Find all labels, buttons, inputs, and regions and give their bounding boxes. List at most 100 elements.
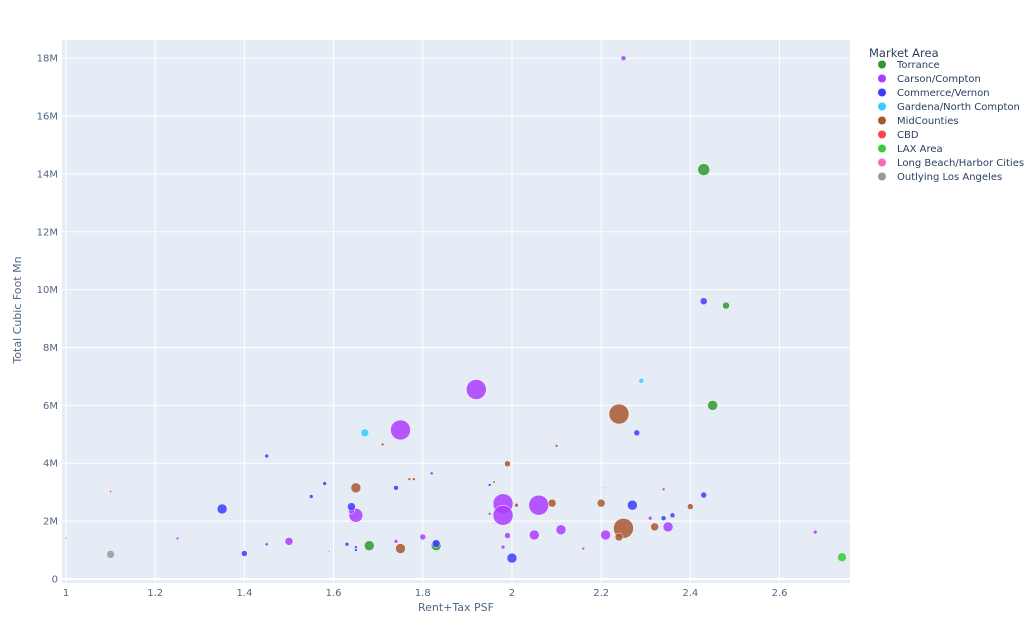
data-point[interactable] xyxy=(504,460,511,468)
data-point[interactable] xyxy=(241,550,248,557)
data-point[interactable] xyxy=(697,163,710,176)
legend-marker-icon xyxy=(878,116,886,125)
data-point[interactable] xyxy=(407,477,412,481)
data-point[interactable] xyxy=(700,491,707,499)
data-point[interactable] xyxy=(620,55,627,61)
data-point[interactable] xyxy=(284,537,294,546)
data-point[interactable] xyxy=(492,480,496,484)
x-tick-label: 2.6 xyxy=(772,588,788,599)
legend-label: Outlying Los Angeles xyxy=(897,172,1002,183)
y-tick-label: 16M xyxy=(37,112,58,123)
data-point[interactable] xyxy=(344,541,350,547)
data-point[interactable] xyxy=(264,453,269,459)
data-point[interactable] xyxy=(633,429,641,437)
data-point[interactable] xyxy=(364,540,375,551)
data-point[interactable] xyxy=(554,444,559,448)
data-point[interactable] xyxy=(669,512,676,519)
data-point[interactable] xyxy=(547,498,557,508)
data-point[interactable] xyxy=(360,428,370,438)
x-axis-title: Rent+Tax PSF xyxy=(418,601,494,614)
data-point[interactable] xyxy=(380,442,385,447)
x-tick-label: 1 xyxy=(63,588,69,599)
data-point[interactable] xyxy=(514,502,519,508)
legend-item[interactable]: Outlying Los Angeles xyxy=(878,172,1002,183)
data-point[interactable] xyxy=(650,522,659,532)
legend-item[interactable]: CBD xyxy=(878,130,919,141)
data-point[interactable] xyxy=(555,524,567,536)
legend-item[interactable]: Commerce/Vernon xyxy=(878,88,990,99)
data-point[interactable] xyxy=(492,505,514,526)
legend-label: Commerce/Vernon xyxy=(897,88,990,99)
legend-item[interactable]: Long Beach/Harbor Cities xyxy=(878,158,1024,169)
y-tick-label: 12M xyxy=(37,227,58,238)
plot-area[interactable] xyxy=(62,40,850,583)
data-point[interactable] xyxy=(216,503,228,515)
data-point[interactable] xyxy=(429,471,434,476)
data-point[interactable] xyxy=(837,552,847,563)
legend-label: CBD xyxy=(897,130,919,141)
data-point[interactable] xyxy=(309,494,314,499)
data-point[interactable] xyxy=(431,539,441,548)
data-point[interactable] xyxy=(106,550,115,559)
series-long-beach-harbor-cities xyxy=(327,550,331,553)
data-point[interactable] xyxy=(264,542,269,546)
data-point[interactable] xyxy=(662,521,674,533)
legend-item[interactable]: Torrance xyxy=(878,60,940,71)
data-point[interactable] xyxy=(812,529,818,535)
data-point[interactable] xyxy=(395,543,406,554)
data-point[interactable] xyxy=(393,539,399,544)
data-point[interactable] xyxy=(175,536,180,541)
data-point[interactable] xyxy=(722,301,730,310)
data-point[interactable] xyxy=(638,378,645,384)
legend-item[interactable]: LAX Area xyxy=(878,144,943,155)
data-point[interactable] xyxy=(327,550,331,553)
data-point[interactable] xyxy=(600,529,611,541)
data-point[interactable] xyxy=(660,515,667,521)
data-point[interactable] xyxy=(419,533,427,541)
data-point[interactable] xyxy=(608,403,630,425)
data-point[interactable] xyxy=(322,481,327,486)
legend-marker-icon xyxy=(878,172,886,181)
data-point[interactable] xyxy=(596,498,606,508)
data-point[interactable] xyxy=(109,490,113,494)
data-point[interactable] xyxy=(506,552,518,564)
data-point[interactable] xyxy=(64,536,68,540)
x-tick-label: 1.4 xyxy=(236,588,252,599)
data-points xyxy=(64,55,847,564)
data-point[interactable] xyxy=(604,486,607,490)
tick-labels: 1 1.2 1.4 1.6 1.8 2 2.2 2.4 2.6 0 2M 4M 6M 8M 10M 12M 14… xyxy=(37,54,788,599)
data-point[interactable] xyxy=(354,548,358,552)
data-point[interactable] xyxy=(608,480,612,484)
legend-item[interactable]: MidCounties xyxy=(878,116,959,127)
data-point[interactable] xyxy=(487,512,492,516)
data-point[interactable] xyxy=(647,515,653,521)
data-point[interactable] xyxy=(687,503,694,510)
data-point[interactable] xyxy=(614,532,624,542)
y-tick-label: 14M xyxy=(37,169,58,180)
data-point[interactable] xyxy=(699,297,708,305)
data-point[interactable] xyxy=(627,499,638,511)
data-point[interactable] xyxy=(707,400,718,411)
data-point[interactable] xyxy=(528,494,549,516)
data-point[interactable] xyxy=(350,482,362,494)
x-tick-label: 1.8 xyxy=(415,588,431,599)
data-point[interactable] xyxy=(487,483,492,487)
data-point[interactable] xyxy=(529,529,540,541)
series-cbd xyxy=(109,490,113,494)
data-point[interactable] xyxy=(504,532,511,539)
legend-item[interactable]: Gardena/North Compton xyxy=(878,102,1020,113)
data-point[interactable] xyxy=(393,485,399,491)
y-tick-label: 10M xyxy=(37,285,58,296)
data-point[interactable] xyxy=(412,477,416,481)
data-point[interactable] xyxy=(661,487,666,492)
data-point[interactable] xyxy=(354,545,358,549)
legend-label: Long Beach/Harbor Cities xyxy=(897,158,1024,169)
data-point[interactable] xyxy=(581,546,586,551)
legend-label: Gardena/North Compton xyxy=(897,102,1020,113)
y-tick-label: 0 xyxy=(52,574,58,585)
legend-item[interactable]: Carson/Compton xyxy=(878,74,981,85)
data-point[interactable] xyxy=(466,379,487,400)
data-point[interactable] xyxy=(390,419,411,441)
data-point[interactable] xyxy=(347,502,356,511)
data-point[interactable] xyxy=(500,544,506,550)
